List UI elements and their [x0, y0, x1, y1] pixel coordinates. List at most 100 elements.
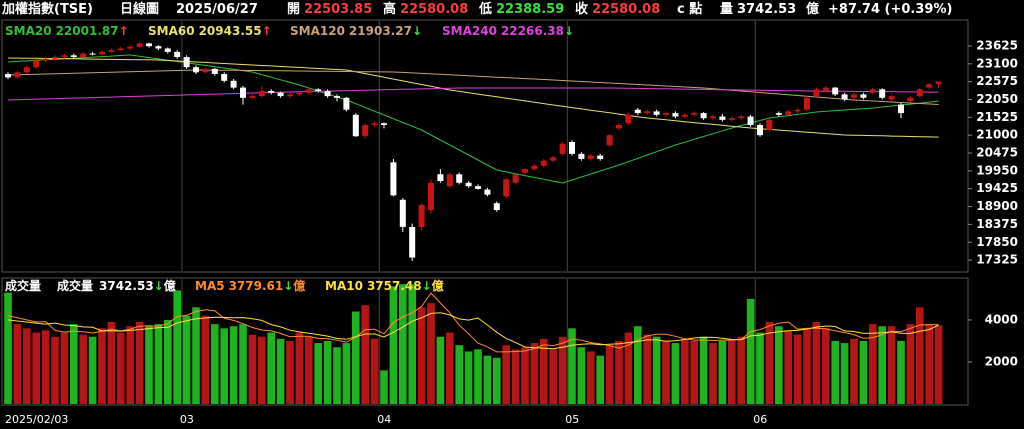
volume-bar — [521, 347, 529, 404]
candle-body — [935, 81, 942, 85]
volume-bar — [718, 340, 727, 404]
candle-body — [249, 96, 256, 98]
legend-value: 20943.55 — [199, 24, 262, 38]
candle-body — [371, 123, 378, 125]
volume-bar — [323, 340, 332, 404]
volume-bar — [793, 334, 802, 404]
volume-bar — [164, 319, 172, 404]
volume-bar — [41, 330, 50, 404]
volume-bar — [530, 343, 539, 404]
quote-label: 低 — [478, 1, 492, 17]
volume-bar — [23, 328, 31, 404]
period: 日線圖 — [120, 1, 159, 17]
candle-body — [418, 204, 425, 227]
legend-arrow: ↓ — [154, 279, 164, 293]
candle-body — [747, 116, 754, 125]
candle-body — [512, 174, 519, 183]
candle-body — [437, 174, 444, 182]
candle-body — [832, 87, 839, 95]
volume-bar — [596, 355, 604, 404]
candle-body — [240, 87, 246, 98]
volume-bar — [258, 336, 266, 404]
volume-bar — [126, 326, 134, 404]
volume-bar — [662, 340, 670, 404]
candle-body — [70, 55, 77, 58]
candle-body — [710, 116, 716, 119]
legend-arrow: ↑ — [262, 24, 272, 38]
volume-bar — [831, 340, 839, 404]
volume-bar — [511, 349, 520, 404]
candle-body — [343, 97, 350, 110]
candle-body — [484, 189, 491, 195]
candle-body — [399, 199, 406, 227]
quote-label: 高 — [383, 1, 396, 17]
legend-value: 22266.38 — [501, 24, 564, 38]
quote-label: 開 — [287, 2, 300, 17]
volume-bar — [643, 334, 651, 404]
volume-bar — [13, 324, 22, 404]
candle-body — [315, 89, 322, 92]
legend-name: SMA240 — [442, 24, 497, 38]
quote-label-group: 收 — [575, 1, 589, 17]
unit: c 點 — [677, 1, 702, 17]
volume-bar — [671, 343, 680, 404]
candle-body — [719, 116, 726, 120]
period-group: 日線圖 — [120, 1, 159, 17]
volume-bar — [408, 284, 416, 404]
quote-value-group: 22580.08 — [400, 2, 468, 17]
candle-body — [33, 60, 40, 68]
volume-bar — [427, 303, 435, 404]
candle-body — [503, 179, 510, 197]
quote-value-group: 22503.85 — [304, 2, 372, 17]
volume-bar — [154, 324, 163, 404]
candle-body — [597, 155, 604, 159]
candle-body — [296, 92, 303, 95]
candle-body — [230, 80, 237, 88]
volume-bar — [314, 343, 322, 404]
candle-body — [540, 160, 547, 166]
candle-body — [841, 94, 848, 100]
price-panel — [1, 19, 969, 273]
candle-body — [898, 104, 904, 114]
candle-body — [202, 68, 209, 73]
volume-bar — [4, 292, 12, 404]
quote-label: 收 — [575, 1, 589, 17]
volume-bar — [135, 322, 144, 404]
candle-body — [221, 74, 228, 81]
candle-body — [428, 182, 434, 210]
candle-body — [616, 124, 622, 129]
candle-body — [775, 113, 782, 115]
candle-body — [99, 51, 105, 55]
volume-tick-label: 2000 — [985, 354, 1018, 368]
volume-bar — [681, 338, 689, 404]
candle-body — [174, 51, 181, 58]
candle-body — [117, 48, 124, 51]
volume-tick-label: 4000 — [985, 312, 1018, 326]
candle-body — [522, 169, 528, 173]
quote-value-group: 22388.59 — [496, 2, 564, 17]
legend-value: 3779.61 — [229, 279, 284, 293]
candle-body — [531, 165, 538, 170]
volume-bar — [746, 298, 755, 404]
volume-bar — [765, 322, 774, 404]
volume-bar — [483, 355, 492, 404]
candle-body — [268, 91, 275, 93]
candle-body — [61, 55, 68, 58]
quote-value: 22503.85 — [304, 2, 372, 17]
candle-body — [146, 43, 152, 47]
candle-body — [785, 111, 792, 115]
volume-bar — [145, 326, 153, 404]
volume-unit-group: 億 — [806, 1, 819, 17]
candle-body — [362, 124, 369, 136]
volume-bar — [756, 332, 764, 404]
candle-body — [587, 155, 594, 159]
x-tick-label: 03 — [180, 413, 194, 426]
candle-body — [728, 118, 735, 120]
legend-arrow: ↓ — [422, 279, 432, 293]
volume-bar — [549, 349, 557, 404]
volume-bar — [88, 336, 97, 404]
volume-bar — [248, 334, 257, 404]
volume-bar — [615, 340, 623, 404]
volume-bar — [333, 347, 341, 404]
candle-body — [80, 53, 87, 58]
